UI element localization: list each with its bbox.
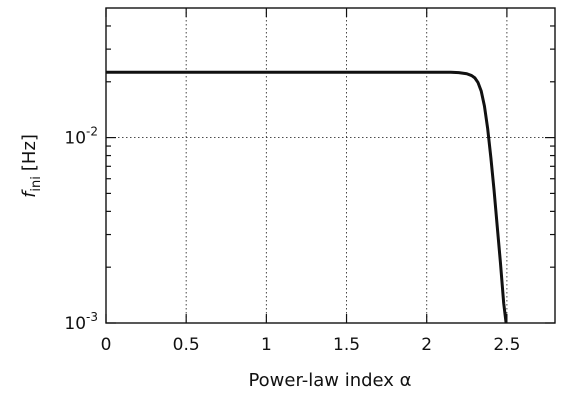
axis-ticks xyxy=(106,8,555,323)
grid-lines xyxy=(106,8,555,323)
y-tick-labels: 10-3 10-2 xyxy=(64,125,98,334)
y-tick-label: 10-3 xyxy=(64,310,98,334)
x-tick-label: 0 xyxy=(101,335,112,355)
y-axis-unit: [Hz] xyxy=(19,134,40,171)
x-tick-label: 2 xyxy=(421,335,432,355)
x-tick-label: 2.5 xyxy=(493,335,520,355)
x-tick-label: 1.5 xyxy=(333,335,360,355)
x-tick-label: 1 xyxy=(261,335,272,355)
x-tick-label: 0.5 xyxy=(173,335,200,355)
series-line xyxy=(106,72,506,323)
plot-frame xyxy=(106,8,555,323)
x-axis-title: Power-law index α xyxy=(248,370,411,391)
x-tick-labels: 0 0.5 1 1.5 2 2.5 xyxy=(101,335,521,355)
y-axis-title: fini[Hz] xyxy=(19,134,44,198)
y-tick-label: 10-2 xyxy=(64,125,98,149)
y-axis-subscript: ini xyxy=(29,176,44,191)
